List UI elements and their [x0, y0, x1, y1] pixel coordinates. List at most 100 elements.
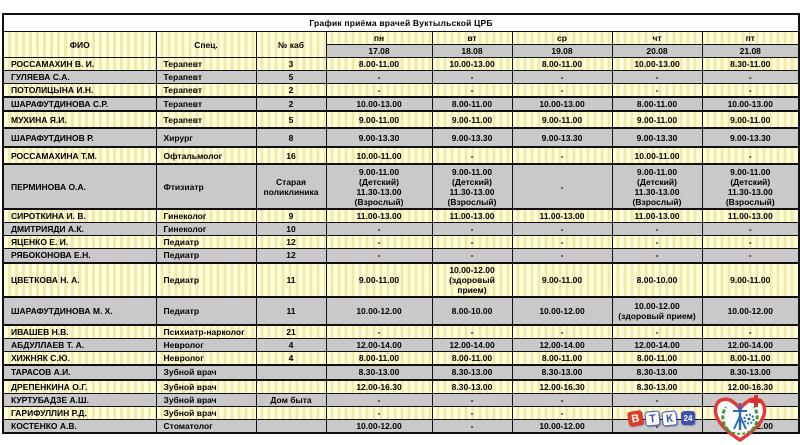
vtk-letter-k: К: [661, 409, 678, 427]
specialty: Невролог: [155, 337, 257, 352]
date-thu: 20.08: [611, 44, 703, 59]
room-number: 16: [255, 146, 327, 165]
table-row: ПОТОЛИЦЫНА И.Н. Терапевт 2- - - - -: [2, 83, 800, 98]
room-number: [255, 363, 327, 381]
room-number: 11: [255, 295, 327, 326]
room-number: Старая поликлиника: [255, 163, 327, 210]
time-wed: 8.00-11.00: [511, 350, 613, 366]
table-row: РЯБОКОНОВА Е.Н. Педиатр 12- - - - -: [2, 248, 800, 264]
time-wed: -: [511, 222, 613, 237]
table-row: ТАРАСОВ А.И. Зубной врач 8.30-13.00 8.30-13…: [2, 363, 800, 381]
doctor-name: АБДУЛЛАЕВ Т. А.: [2, 337, 157, 352]
time-wed: 8.00-11.00: [511, 57, 613, 72]
time-mon: -: [325, 235, 433, 250]
time-thu: 10.00-12.00 (здоровый прием): [611, 295, 703, 326]
time-fri: 9.00-11.00 (Детский) 11.30-13.00 (Взросл…: [701, 163, 800, 210]
time-tue: -: [431, 146, 513, 165]
time-fri: 12.00-14.00: [701, 337, 800, 352]
time-fri: 10.00-12.00: [701, 295, 800, 326]
table-row: ХИЖНЯК С.Ю. Невролог 4 8.00-11.00 8.00-11.00…: [2, 350, 800, 366]
doctor-name: КУРТУБАДЗЕ А.Ш.: [2, 392, 157, 407]
table-row: ДМИТРИЯДИ А.К. Гинеколог 10- - - - -: [2, 222, 800, 237]
time-fri: 11.00-13.00: [701, 208, 800, 224]
room-number: 11: [255, 261, 327, 298]
time-tue: -: [431, 323, 513, 339]
table-row: ПЕРМИНОВА О.А. Фтизиатр Старая поликлиника…: [2, 163, 800, 210]
specialty: Педиатр: [155, 248, 257, 264]
time-fri: 12.00-16.30: [701, 378, 800, 394]
time-wed: 11.00-13.00: [511, 208, 613, 224]
room-number: 2: [255, 96, 327, 112]
table-row: ШАРАФУТДИНОВА С.Р. Терапевт 2 10.00-13.00 8.…: [2, 96, 800, 112]
time-fri: 8.30-11.00: [701, 57, 800, 72]
table-row: СИРОТКИНА И. В. Гинеколог 9 11.00-13.00 11.0…: [2, 208, 800, 224]
doctor-name: ГАРИФУЛЛИН Р.Д.: [2, 405, 157, 420]
time-thu: -: [611, 83, 703, 98]
room-number: [255, 418, 327, 434]
time-mon: 9.00-13.30: [325, 127, 433, 148]
time-fri: -: [701, 146, 800, 165]
footer-logos: В Т К 24: [626, 392, 788, 444]
doctor-name: МУХИНА Я.И.: [2, 110, 157, 129]
specialty: Терапевт: [155, 57, 257, 72]
time-thu: -: [611, 222, 703, 237]
time-wed: -: [511, 248, 613, 264]
time-wed: 9.00-13.30: [511, 127, 613, 148]
time-wed: 9.00-11.00: [511, 110, 613, 129]
time-wed: -: [511, 235, 613, 250]
time-thu: 8.00-11.00: [611, 350, 703, 366]
time-tue: -: [431, 222, 513, 237]
time-tue: 10.00-13.00: [431, 57, 513, 72]
date-wed: 19.08: [511, 44, 613, 59]
specialty: Хирург: [155, 127, 257, 148]
doctor-name: РЯБОКОНОВА Е.Н.: [2, 248, 157, 264]
time-tue: 8.00-10.00: [431, 295, 513, 326]
doctor-name: ПОТОЛИЦЫНА И.Н.: [2, 83, 157, 98]
table-row: ШАРАФУТДИНОВ Р. Хирург 8 9.00-13.30 9.00-13.…: [2, 127, 800, 148]
table-row: МУХИНА Я.И. Терапевт 5 9.00-11.00 9.00-11.00…: [2, 110, 800, 129]
time-wed: -: [511, 405, 613, 420]
room-number: 9: [255, 208, 327, 224]
column-header-wed: ср: [511, 30, 613, 46]
header-row: ФИО Спец. № каб пн вт ср чт пт: [2, 30, 800, 59]
vtk-letter-t: Т: [644, 409, 661, 427]
specialty: Терапевт: [155, 70, 257, 85]
time-wed: -: [511, 163, 613, 210]
time-mon: 8.00-11.00: [325, 350, 433, 366]
time-tue: -: [431, 248, 513, 264]
time-wed: 8.30-13.00: [511, 363, 613, 381]
doctor-name: ПЕРМИНОВА О.А.: [2, 163, 157, 210]
time-tue: -: [431, 235, 513, 250]
column-header-fri: пт: [701, 30, 800, 46]
time-mon: -: [325, 323, 433, 339]
time-tue: 8.00-11.00: [431, 350, 513, 366]
specialty: Гинеколог: [155, 208, 257, 224]
specialty: Педиатр: [155, 295, 257, 326]
time-fri: 9.00-11.00: [701, 110, 800, 129]
time-tue: 10.00-12.00 (здоровый прием): [431, 261, 513, 298]
table-row: ИВАШЕВ Н.В. Психиатр-нарколог 21- - - - -: [2, 323, 800, 339]
specialty: Офтальмолог: [155, 146, 257, 165]
room-number: 8: [255, 127, 327, 148]
title-row: График приёма врачей Вуктыльской ЦРБ: [2, 13, 800, 32]
time-mon: 9.00-11.00: [325, 261, 433, 298]
time-tue: 9.00-11.00: [431, 110, 513, 129]
doctor-name: ГУЛЯЕВА С.А.: [2, 70, 157, 85]
specialty: Зубной врач: [155, 363, 257, 381]
time-mon: -: [325, 392, 433, 407]
time-fri: 9.00-11.00: [701, 261, 800, 298]
vtk-letter-v: В: [626, 409, 645, 427]
room-number: 12: [255, 235, 327, 250]
time-mon: -: [325, 405, 433, 420]
time-tue: 9.00-11.00 (Детский) 11.30-13.00 (Взросл…: [431, 163, 513, 210]
health-heart-logo-icon: [713, 395, 767, 442]
time-fri: 10.00-13.00: [701, 96, 800, 112]
specialty: Зубной врач: [155, 392, 257, 407]
table-row: ЯЦЕНКО Е. И. Педиатр 12- - - - -: [2, 235, 800, 250]
table-row: АБДУЛЛАЕВ Т. А. Невролог 4 12.00-14.00 12.00…: [2, 337, 800, 352]
time-mon: 11.00-13.00: [325, 208, 433, 224]
time-mon: -: [325, 70, 433, 85]
time-thu: 9.00-13.30: [611, 127, 703, 148]
specialty: Зубной врач: [155, 378, 257, 394]
table-row: ГУЛЯЕВА С.А. Терапевт 5- - - - -: [2, 70, 800, 85]
